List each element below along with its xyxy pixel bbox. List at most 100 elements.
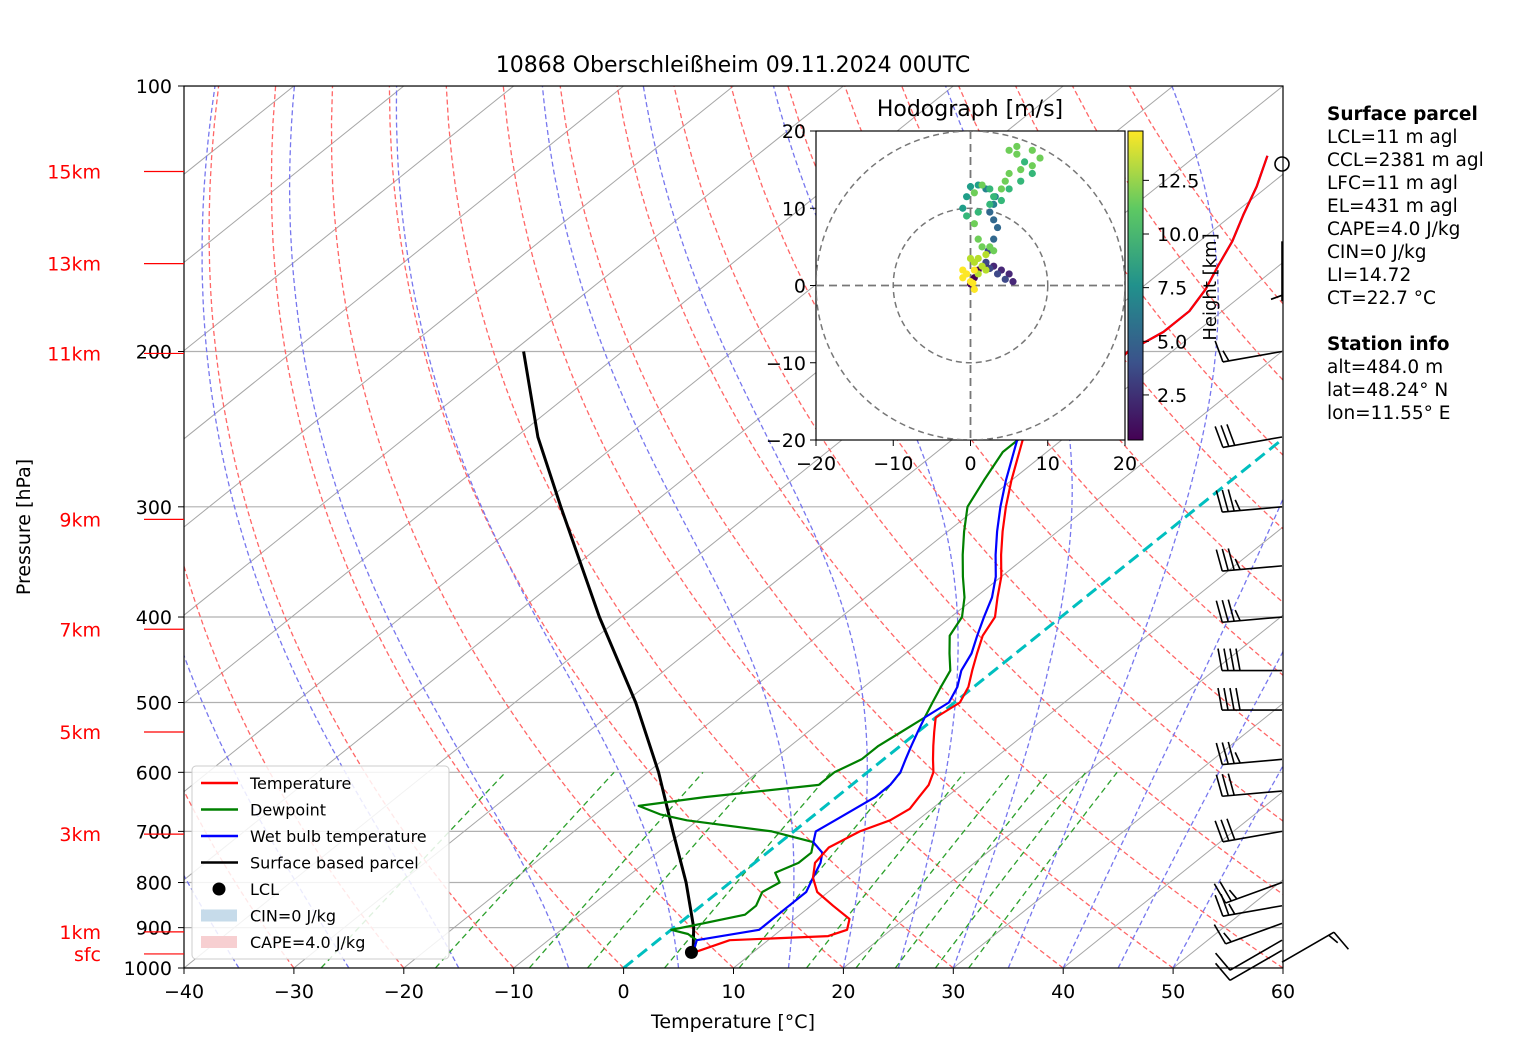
info-panel: Surface parcel LCL=11 m agl CCL=2381 m a… — [1327, 103, 1484, 425]
wind-barb-feather — [1228, 903, 1236, 915]
wind-barb-feather — [1213, 924, 1227, 945]
wind-barb — [1215, 599, 1283, 624]
isotherm-line — [184, 86, 515, 352]
moist-adiabat — [288, 86, 570, 968]
lfc-value: LFC=11 m agl — [1327, 173, 1458, 194]
dry-adiabat — [184, 563, 405, 968]
wind-barb-feather — [1213, 883, 1227, 904]
wind-barb-feather — [1219, 881, 1232, 902]
parcel-profile — [522, 351, 696, 953]
legend-label: Surface based parcel — [250, 854, 419, 873]
legend-dot-swatch — [212, 882, 226, 896]
hodograph-y-tick-label: −20 — [766, 430, 806, 452]
hodograph-point — [990, 235, 998, 243]
hodograph-x-tick-label: −20 — [796, 453, 836, 475]
isotherm-line — [952, 702, 1283, 968]
surface-parcel-title: Surface parcel — [1327, 104, 1478, 125]
wind-barb-feather — [1221, 742, 1229, 765]
wind-barb-feather — [1333, 931, 1350, 950]
cape-value: CAPE=4.0 J/kg — [1327, 219, 1461, 240]
isotherm-line — [184, 86, 954, 705]
wind-barb — [1214, 949, 1283, 982]
wind-barb-feather — [1221, 773, 1229, 796]
wind-barb-feather — [1217, 687, 1223, 711]
station-latitude: lat=48.24° N — [1327, 380, 1449, 401]
hodograph-layer — [816, 131, 1125, 440]
height-label: 5km — [59, 722, 101, 744]
legend-patch-swatch — [201, 909, 237, 922]
hodograph-point — [1017, 166, 1025, 174]
hodograph-point — [1009, 278, 1017, 286]
hodograph-point — [997, 185, 1006, 193]
wind-barb — [1214, 893, 1283, 917]
isotherm-line — [1062, 790, 1283, 968]
isotherm-line — [733, 526, 1283, 968]
hodograph-x-tick-label: 10 — [1036, 453, 1060, 475]
x-tick-label: −10 — [494, 981, 534, 1003]
isotherm-line — [184, 86, 734, 528]
mixing-ratio-line — [894, 771, 1049, 968]
hodograph-point — [1017, 177, 1025, 185]
hodograph-point — [970, 189, 978, 197]
x-tick-label: 20 — [831, 981, 855, 1003]
wind-barb-staff — [1229, 949, 1283, 982]
isotherm-line — [843, 614, 1283, 968]
y-axis-label: Pressure [hPa] — [13, 459, 35, 595]
colorbar-ticks: 2.5 5.0 7.5 10.0 12.5 — [1143, 170, 1199, 407]
hodograph-axis: −20 −10 0 10 20 20 10 0 −10 −20 — [766, 121, 1137, 475]
height-label: 11km — [47, 343, 101, 365]
legend: Temperature Dewpoint Wet bulb temperature S… — [191, 765, 450, 960]
wind-barb — [1215, 548, 1283, 572]
wind-barb-staff — [1225, 881, 1283, 904]
chart-title: 10868 Oberschleißheim 09.11.2024 00UTC — [496, 53, 971, 78]
x-tick-label: 30 — [941, 981, 965, 1003]
hodograph-y-tick-label: 0 — [794, 276, 806, 298]
x-axis-label: Temperature [°C] — [650, 1011, 815, 1033]
moist-adiabat — [395, 86, 680, 968]
hodograph-point — [1001, 275, 1009, 283]
colorbar-tick-label: 7.5 — [1157, 278, 1187, 300]
dry-adiabat — [502, 86, 1064, 968]
wind-barb-feather — [1227, 773, 1235, 796]
wind-barb — [1270, 241, 1283, 302]
legend-label: CIN=0 J/kg — [250, 907, 336, 926]
y-tick-label: 1000 — [124, 958, 172, 980]
dry-adiabat — [388, 86, 844, 968]
mixing-ratio-line — [855, 771, 1012, 968]
hodograph-point — [963, 212, 971, 220]
hodograph-point — [982, 266, 990, 274]
y-tick-label: 200 — [136, 342, 172, 364]
station-longitude: lon=11.55° E — [1327, 403, 1451, 424]
hodograph-y-tick-label: 10 — [782, 198, 806, 220]
hodograph-point — [1005, 169, 1013, 178]
colorbar-tick-label: 5.0 — [1157, 331, 1187, 353]
hodograph-y-tick-label: 20 — [782, 121, 806, 143]
wind-barb-feather — [1227, 548, 1235, 571]
hodograph-point — [982, 251, 990, 259]
wind-barb-feather — [1221, 489, 1229, 512]
hodograph-point — [970, 266, 978, 274]
lcl-value: LCL=11 m agl — [1327, 127, 1458, 148]
wind-barb-feather — [1214, 894, 1224, 917]
wind-barb-staff — [1225, 922, 1283, 945]
wind-barb-staff — [1222, 565, 1283, 572]
wind-barb-staff — [1222, 506, 1283, 513]
hodograph-point — [993, 223, 1002, 232]
wind-barb-staff — [1222, 350, 1283, 363]
mixing-ratio-line — [968, 771, 1118, 968]
wind-barb-feather — [1328, 934, 1339, 944]
wind-barb-feather — [1234, 752, 1241, 764]
x-tick-label: 0 — [618, 981, 630, 1003]
wind-barb — [1217, 687, 1282, 711]
wind-barb-feather — [1235, 687, 1241, 711]
wind-barb-staff — [1222, 758, 1283, 766]
isotherm-line — [293, 173, 1283, 968]
mixing-ratio-line — [587, 771, 759, 968]
hodograph-point — [974, 208, 982, 216]
cin-value: CIN=0 J/kg — [1327, 242, 1427, 263]
moist-adiabat — [201, 86, 460, 968]
legend-entries: Temperature Dewpoint Wet bulb temperature S… — [201, 774, 427, 952]
hodograph-point — [970, 285, 978, 293]
lcl-marker — [684, 945, 698, 959]
